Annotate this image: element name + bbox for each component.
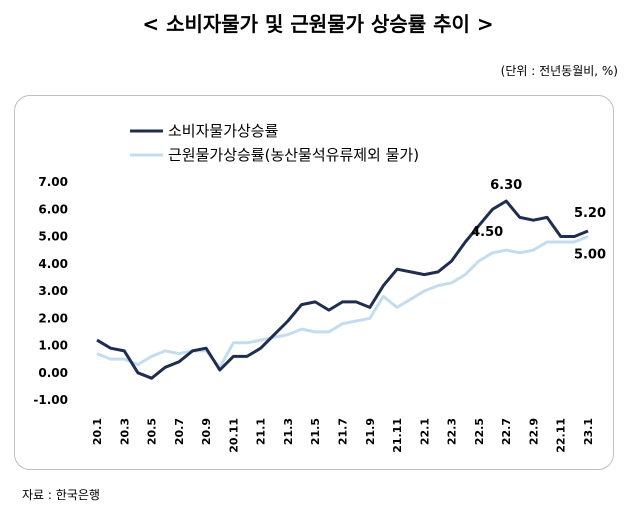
y-tick-label: 4.00 bbox=[38, 257, 68, 271]
series-lines bbox=[96, 199, 589, 380]
x-tick-label: 23.1 bbox=[582, 418, 595, 445]
source-note: 자료 : 한국은행 bbox=[22, 488, 100, 502]
data-labels: 6.30 5.20 4.50 5.00 bbox=[471, 178, 606, 262]
y-tick-label: -1.00 bbox=[33, 393, 68, 407]
x-tick-label: 21.9 bbox=[364, 418, 377, 445]
x-tick-label: 20.1 bbox=[91, 418, 104, 445]
legend-label: 소비자물가상승률 bbox=[168, 122, 279, 140]
x-tick-label: 20.3 bbox=[118, 418, 131, 445]
cpi-series-line bbox=[96, 199, 589, 380]
y-tick-label: 0.00 bbox=[38, 366, 68, 380]
x-tick-label: 21.3 bbox=[282, 418, 295, 445]
y-tick-label: 2.00 bbox=[38, 311, 68, 325]
chart-panel bbox=[14, 95, 614, 470]
x-tick-label: 21.7 bbox=[337, 418, 350, 445]
y-tick-label: 6.00 bbox=[38, 202, 68, 216]
core-cpi-series-line bbox=[96, 235, 589, 369]
data-label: 4.50 bbox=[471, 225, 503, 240]
data-label: 5.00 bbox=[574, 248, 606, 263]
x-tick-label: 21.5 bbox=[309, 418, 322, 445]
y-axis-ticks: 7.00 6.00 5.00 4.00 3.00 2.00 1.00 0.00 -1.00 bbox=[33, 175, 68, 407]
x-tick-label: 20.11 bbox=[227, 418, 240, 453]
x-tick-label: 20.7 bbox=[173, 418, 186, 445]
x-tick-label: 21.1 bbox=[255, 418, 268, 445]
chart-title: < 소비자물가 및 근원물가 상승률 추이 > bbox=[142, 12, 494, 36]
unit-label: (단위 : 전년동월비, %) bbox=[500, 64, 618, 78]
x-tick-label: 22.7 bbox=[500, 418, 513, 445]
x-axis-ticks: 20.1 20.3 20.5 20.7 20.9 20.11 21.1 21.3 21.5 21.… bbox=[91, 418, 595, 453]
x-tick-label: 22.5 bbox=[473, 418, 486, 445]
y-tick-label: 1.00 bbox=[38, 339, 68, 353]
y-tick-label: 7.00 bbox=[38, 175, 68, 189]
x-tick-label: 22.3 bbox=[446, 418, 459, 445]
x-tick-label: 20.9 bbox=[200, 418, 213, 445]
legend-label: 근원물가상승률(농산물석유류제외 물가) bbox=[168, 146, 419, 164]
data-label: 6.30 bbox=[490, 178, 522, 193]
x-tick-label: 22.9 bbox=[527, 418, 540, 445]
y-tick-label: 5.00 bbox=[38, 230, 68, 244]
y-tick-label: 3.00 bbox=[38, 284, 68, 298]
x-tick-label: 20.5 bbox=[146, 418, 159, 445]
x-tick-label: 21.11 bbox=[391, 418, 404, 453]
data-label: 5.20 bbox=[574, 206, 606, 221]
x-tick-label: 22.11 bbox=[555, 418, 568, 453]
x-tick-label: 22.1 bbox=[418, 418, 431, 445]
